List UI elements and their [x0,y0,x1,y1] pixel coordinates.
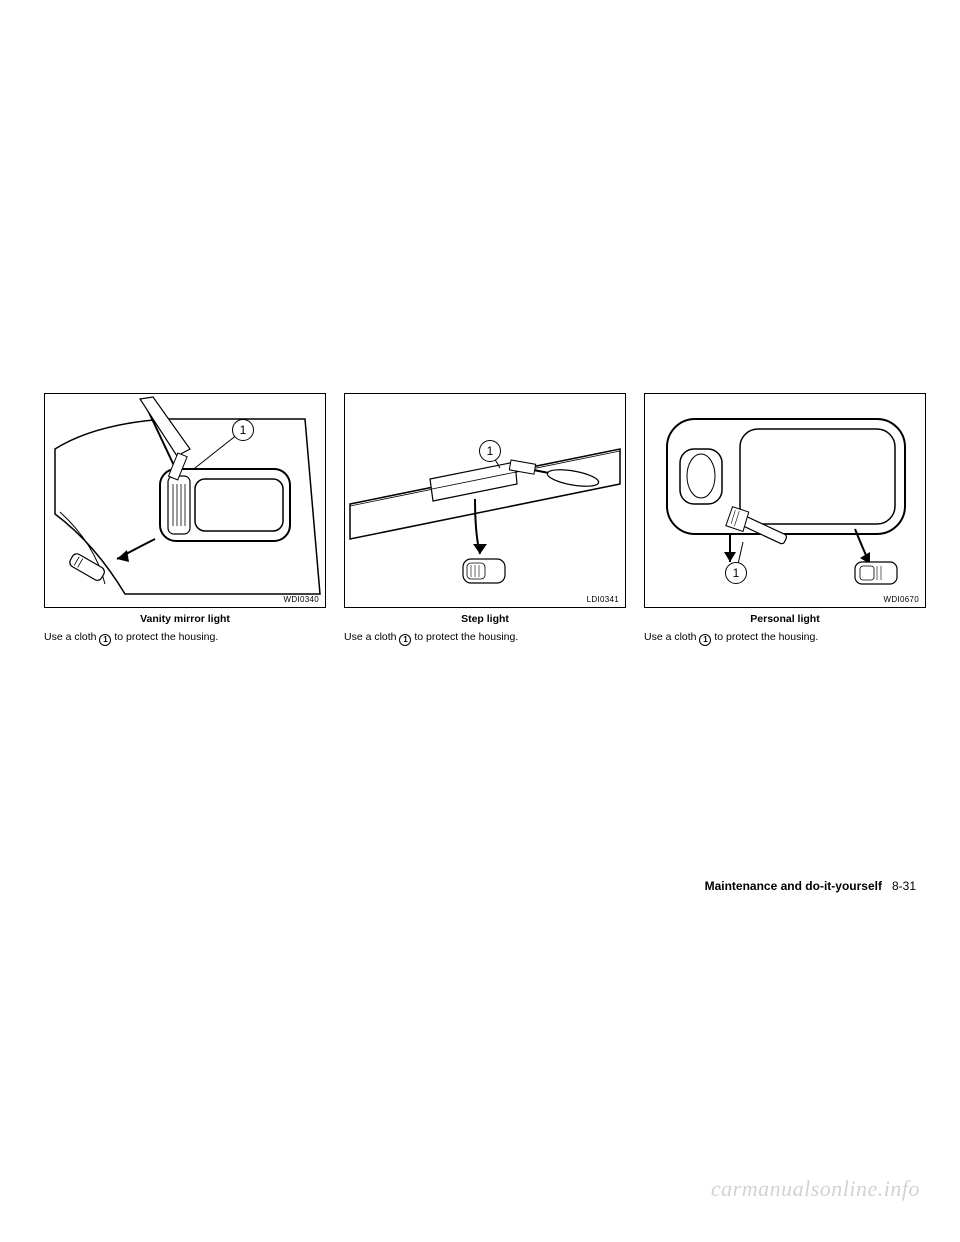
callout-circle: 1 [479,440,501,462]
figure-caption: Use a cloth 1 to protect the housing. [644,631,926,646]
callout-number: 1 [487,444,494,458]
figure-step-light: 1 LDI0341 Step light Use a cloth 1 to pr… [344,393,626,646]
figure-caption: Use a cloth 1 to protect the housing. [344,631,626,646]
figure-caption: Use a cloth 1 to protect the housing. [44,631,326,646]
watermark: carmanualsonline.info [711,1176,920,1202]
caption-text-post: to protect the housing. [411,631,518,643]
figure-code: LDI0341 [587,595,619,604]
figure-row: 1 WDI0340 Vanity mirror light Use a clot… [44,393,916,646]
caption-circled-number: 1 [99,634,111,646]
vanity-mirror-illustration [45,394,326,608]
figure-title: Personal light [644,613,926,625]
personal-light-illustration [645,394,926,608]
figure-title: Vanity mirror light [44,613,326,625]
figure-frame: 1 WDI0670 [644,393,926,608]
figure-code: WDI0340 [284,595,319,604]
footer-page-number: 8-31 [892,879,916,893]
caption-circled-number: 1 [699,634,711,646]
figure-title: Step light [344,613,626,625]
caption-text-pre: Use a cloth [644,631,699,643]
footer-section: Maintenance and do-it-yourself [705,879,882,893]
caption-circled-number: 1 [399,634,411,646]
page-footer: Maintenance and do-it-yourself 8-31 [705,879,916,893]
caption-text-pre: Use a cloth [344,631,399,643]
callout-circle: 1 [725,562,747,584]
caption-text-pre: Use a cloth [44,631,99,643]
callout-circle: 1 [232,419,254,441]
figure-frame: 1 LDI0341 [344,393,626,608]
manual-page: 1 WDI0340 Vanity mirror light Use a clot… [0,0,960,1242]
figure-code: WDI0670 [884,595,919,604]
step-light-illustration [345,394,626,608]
figure-personal-light: 1 WDI0670 Personal light Use a cloth 1 t… [644,393,926,646]
figure-frame: 1 WDI0340 [44,393,326,608]
callout-number: 1 [240,423,247,437]
callout-number: 1 [733,566,740,580]
caption-text-post: to protect the housing. [111,631,218,643]
caption-text-post: to protect the housing. [711,631,818,643]
figure-vanity-mirror: 1 WDI0340 Vanity mirror light Use a clot… [44,393,326,646]
